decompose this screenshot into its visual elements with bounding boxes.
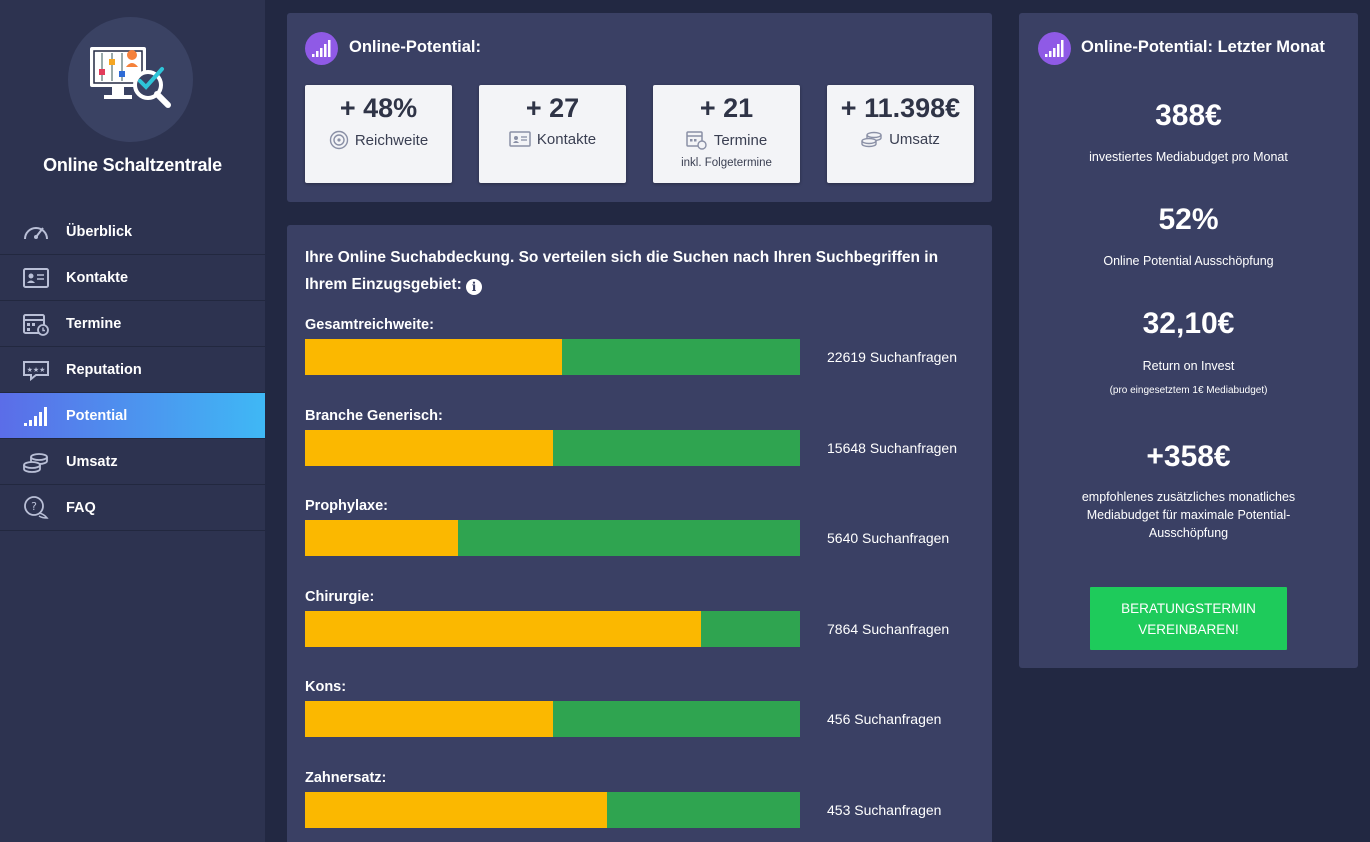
bar-value: 7864 Suchanfragen — [827, 620, 950, 637]
bar-value: 453 Suchanfragen — [827, 802, 942, 818]
search-coverage-panel: Ihre Online Suchabdeckung. So verteilen … — [287, 225, 992, 842]
bar-value: 5640 Suchanfragen — [827, 530, 950, 547]
bar-track — [305, 610, 800, 647]
kpi-value: + 27 — [525, 93, 580, 123]
bar-fill — [305, 610, 701, 647]
bar-track — [305, 339, 800, 375]
bar-track — [305, 792, 800, 828]
calendar-clock-icon — [23, 314, 49, 336]
kpi-card-reichweite: + 48% Reichweite — [305, 85, 452, 183]
svg-text:?: ? — [31, 500, 37, 513]
kpi-card-kontakte: + 27 Kontakte — [479, 85, 626, 183]
bar-fill — [305, 520, 459, 557]
bar-track — [305, 701, 800, 738]
kpi-label-row: Termine — [653, 130, 800, 150]
kpi-value: + 48% — [339, 93, 418, 123]
sidebar-item-label: Umsatz — [66, 453, 118, 470]
bar-label: Gesamtreichweite: — [305, 317, 434, 333]
bar-value: 22619 Suchanfragen — [827, 349, 957, 365]
signal-badge — [1038, 32, 1071, 65]
sidebar-item-label: Reputation — [66, 361, 142, 378]
sidebar-item-ueberblick[interactable]: Überblick — [0, 209, 265, 255]
info-icon[interactable]: i — [466, 279, 483, 295]
question-chat-icon: ? — [24, 496, 49, 519]
bar-label: Chirurgie: — [305, 588, 375, 605]
kpi-label-row: Reichweite — [305, 130, 452, 150]
sidebar-item-label: FAQ — [66, 499, 96, 516]
calendar-clock-icon — [686, 131, 707, 150]
logo — [68, 17, 193, 142]
panel-title: Online-Potential: — [349, 38, 481, 56]
last-month-panel: Online-Potential: Letzter Monat 388€ inv… — [1019, 13, 1358, 668]
kpi-label-row: Umsatz — [827, 130, 974, 148]
bar-fill — [305, 429, 553, 466]
bar-track — [305, 429, 800, 466]
sidebar-item-label: Termine — [66, 315, 122, 332]
extra-budget-label: empfohlenes zusätzliches monatliches Med… — [1081, 490, 1296, 540]
brand-name: Online Schaltzentrale — [43, 155, 222, 175]
coins-icon — [861, 131, 882, 148]
roi-note: (pro eingesetztem 1€ Mediabudget) — [1109, 385, 1268, 396]
usage-label: Online Potential Ausschöpfung — [1103, 254, 1274, 268]
coverage-title: Ihre Online Suchabdeckung. So verteilen … — [305, 244, 975, 298]
kpi-label: Umsatz — [889, 130, 940, 148]
contact-card-icon — [509, 131, 531, 147]
sidebar-item-kontakte[interactable]: Kontakte — [0, 255, 265, 301]
rating-stars-icon: ★★★ — [23, 361, 49, 382]
sidebar-item-faq[interactable]: ? FAQ — [0, 485, 265, 531]
svg-text:★★★: ★★★ — [27, 366, 46, 374]
kpi-value: + 21 — [699, 93, 754, 123]
roi-value: 32,10€ — [1142, 307, 1235, 340]
sidebar-item-label: Potential — [66, 407, 128, 424]
kpi-value: + 11.398€ — [840, 93, 961, 123]
bar-label: Zahnersatz: — [305, 770, 387, 786]
radar-icon — [329, 130, 349, 150]
kpi-label-row: Kontakte — [479, 130, 626, 148]
extra-budget-value: +358€ — [1146, 440, 1231, 473]
sidebar-item-label: Überblick — [66, 223, 133, 240]
sidebar: Online Schaltzentrale Überblick Kontakte — [0, 0, 265, 842]
signal-bars-icon — [1045, 40, 1064, 57]
sidebar-nav: Überblick Kontakte Termine — [0, 209, 265, 531]
kpi-label: Reichweite — [354, 131, 429, 149]
control-center-logo-icon — [90, 47, 171, 108]
budget-value: 388€ — [1155, 99, 1222, 132]
cta-line-2: VEREINBAREN! — [1138, 621, 1239, 637]
coverage-title-text: Ihre Online Suchabdeckung. So verteilen … — [305, 249, 939, 293]
cta-line-1: BERATUNGSTERMIN — [1121, 600, 1256, 616]
bar-fill — [305, 701, 553, 738]
coins-icon — [23, 453, 48, 473]
book-consultation-button[interactable]: BERATUNGSTERMIN VEREINBAREN! — [1090, 587, 1287, 650]
kpi-label: Kontakte — [536, 130, 597, 148]
signal-badge — [305, 32, 338, 65]
bar-fill — [305, 792, 607, 828]
bar-value: 15648 Suchanfragen — [827, 439, 957, 456]
contact-card-icon — [23, 268, 49, 288]
kpi-sublabel: inkl. Folgetermine — [681, 157, 772, 169]
online-potential-panel: Online-Potential: + 48% Reichweite + 27 … — [287, 13, 992, 202]
bar-value: 456 Suchanfragen — [827, 711, 942, 728]
signal-bars-icon — [312, 40, 331, 57]
bar-label: Prophylaxe: — [305, 498, 388, 515]
kpi-label: Termine — [713, 131, 768, 149]
panel-title: Online-Potential: Letzter Monat — [1081, 38, 1325, 56]
sidebar-item-potential[interactable]: Potential — [0, 393, 265, 439]
roi-label: Return on Invest — [1142, 359, 1235, 373]
kpi-card-termine: + 21 Termine inkl. Folgetermine — [653, 85, 800, 183]
sidebar-item-termine[interactable]: Termine — [0, 301, 265, 347]
bar-track — [305, 520, 800, 557]
speedometer-icon — [24, 227, 48, 240]
budget-label: investiertes Mediabudget pro Monat — [1089, 150, 1288, 164]
usage-value: 52% — [1158, 203, 1219, 236]
sidebar-item-label: Kontakte — [66, 269, 129, 286]
signal-bars-icon — [24, 407, 47, 426]
sidebar-item-umsatz[interactable]: Umsatz — [0, 439, 265, 485]
bar-fill — [305, 339, 563, 375]
bar-label: Kons: — [305, 679, 347, 696]
sidebar-item-reputation[interactable]: ★★★ Reputation — [0, 347, 265, 393]
kpi-card-umsatz: + 11.398€ Umsatz — [827, 85, 974, 183]
bar-label: Branche Generisch: — [305, 407, 443, 424]
